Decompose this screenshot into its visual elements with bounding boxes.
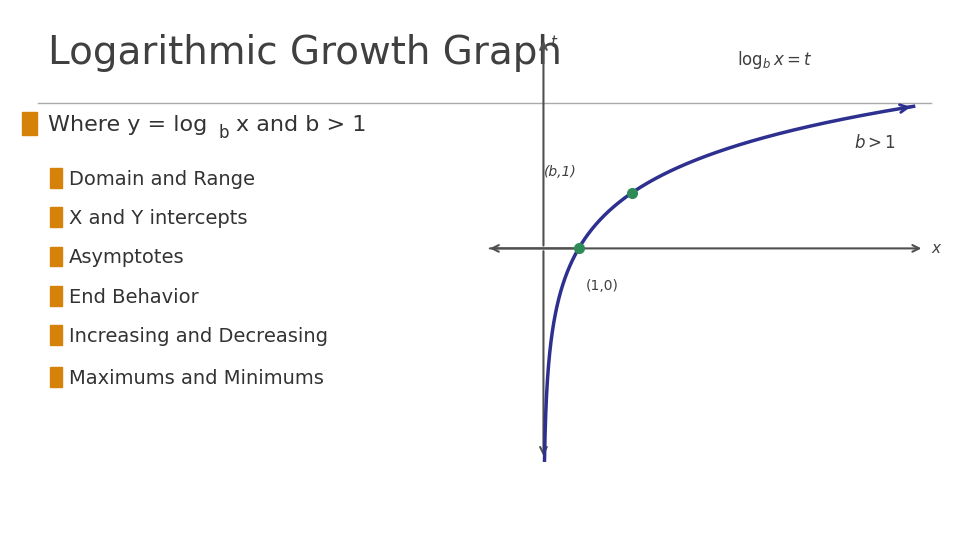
Bar: [22, 112, 37, 135]
Text: x: x: [931, 241, 940, 256]
Text: Where y = log: Where y = log: [48, 116, 207, 136]
Text: Increasing and Decreasing: Increasing and Decreasing: [69, 327, 328, 346]
Text: (b,1): (b,1): [543, 165, 576, 179]
Text: Asymptotes: Asymptotes: [69, 248, 184, 267]
Text: $\log_b x = t$: $\log_b x = t$: [737, 49, 813, 71]
Text: t: t: [550, 35, 556, 50]
Bar: [50, 325, 62, 345]
Text: Domain and Range: Domain and Range: [69, 170, 255, 189]
Bar: [50, 168, 62, 188]
Text: Logarithmic Growth Graph: Logarithmic Growth Graph: [48, 35, 562, 72]
Text: x and b > 1: x and b > 1: [236, 116, 367, 136]
Bar: [50, 247, 62, 266]
Text: Maximums and Minimums: Maximums and Minimums: [69, 369, 324, 388]
Text: (1,0): (1,0): [586, 279, 618, 293]
Text: End Behavior: End Behavior: [69, 288, 199, 307]
Text: X and Y intercepts: X and Y intercepts: [69, 209, 248, 228]
Bar: [50, 286, 62, 306]
Text: $b > 1$: $b > 1$: [853, 134, 896, 152]
Bar: [50, 367, 62, 387]
Bar: [50, 207, 62, 227]
Text: b: b: [219, 124, 229, 141]
